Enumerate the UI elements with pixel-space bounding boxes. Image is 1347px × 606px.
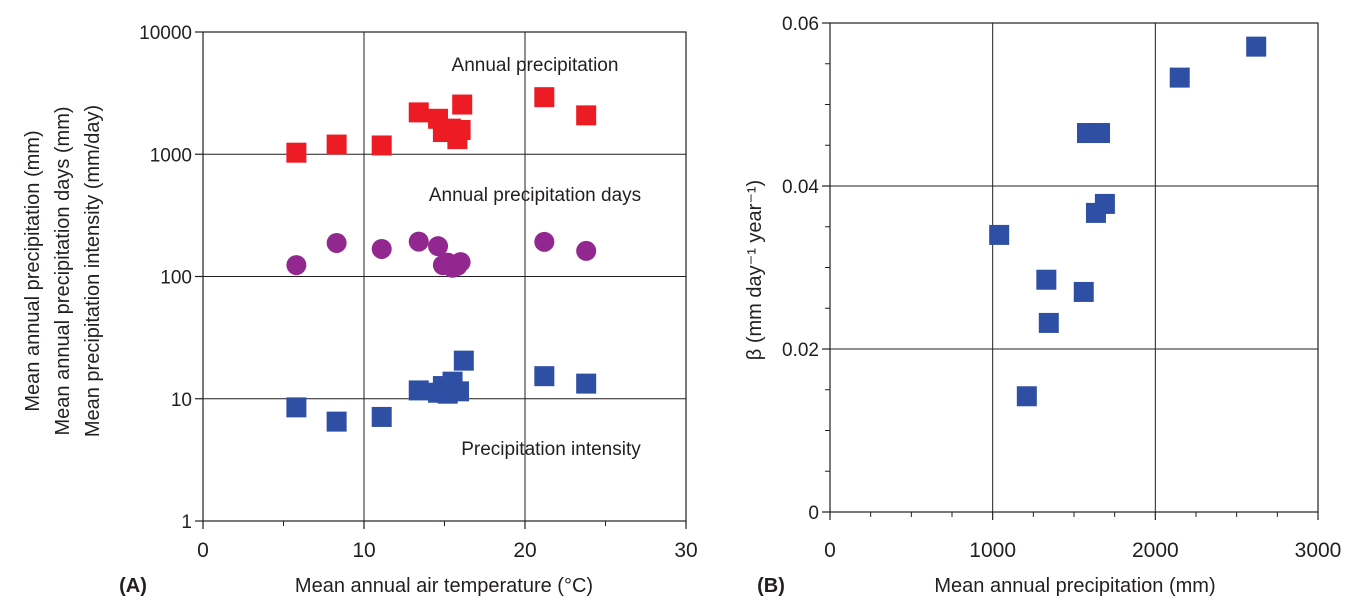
- panel-b-chart: 0 1000 2000 3000 0 0.02 0.04 0.06 β (mm day⁻¹ y…: [744, 14, 1341, 597]
- panel-a-x-tick-label: 10: [352, 539, 375, 562]
- point-annual-precipitation: [452, 94, 473, 115]
- panel-b-x-tick-label: 3000: [1295, 539, 1342, 562]
- panel-a-tag: (A): [119, 575, 147, 597]
- panel-a-x-axis-label: Mean annual air temperature (°C): [295, 575, 593, 597]
- panel-b-x-tick-label: 1000: [969, 539, 1016, 562]
- panel-a-x-tick-label: 0: [197, 539, 209, 562]
- panel-b-y-tick-label: 0.06: [782, 14, 819, 35]
- point-beta: [1094, 193, 1115, 214]
- point-annual-precipitation-days: [450, 252, 471, 273]
- point-precipitation-intensity: [286, 397, 307, 418]
- panel-b-x-tick-label: 2000: [1132, 539, 1179, 562]
- point-annual-precipitation: [371, 135, 392, 156]
- point-beta: [989, 224, 1010, 245]
- panel-b-plot-frame: [829, 22, 1319, 513]
- panel-b-tag: (B): [757, 575, 785, 597]
- panel-a-y-tick-label: 10000: [139, 23, 192, 44]
- point-annual-precipitation-days: [371, 238, 392, 259]
- point-precipitation-intensity: [371, 406, 392, 427]
- point-beta: [1073, 281, 1094, 302]
- panel-b-x-tick-label: 0: [824, 539, 836, 562]
- panel-a-x-tick-label: 20: [513, 539, 536, 562]
- panel-a-y-axis-label-1: Mean annual precipitation (mm): [22, 130, 44, 411]
- point-annual-precipitation: [326, 134, 347, 155]
- point-annual-precipitation-days: [428, 236, 449, 257]
- point-precipitation-intensity: [408, 380, 429, 401]
- panel-b-y-tick-label: 0.04: [782, 177, 819, 198]
- panel-a-data-points: [286, 87, 597, 432]
- point-precipitation-intensity: [576, 373, 597, 394]
- panel-a-chart: 0 10 20 30 1 10 100 1000 10000 Annual precipitat…: [22, 23, 698, 597]
- point-annual-precipitation-days: [326, 232, 347, 253]
- point-annual-precipitation: [286, 142, 307, 163]
- panel-a-y-tick-label: 10: [171, 390, 192, 411]
- panel-b-y-axis-label: β (mm day⁻¹ year⁻¹): [744, 180, 766, 360]
- point-precipitation-intensity: [326, 411, 347, 432]
- panel-a-y-tick-label: 1000: [150, 145, 192, 166]
- panel-b-x-axis-label: Mean annual precipitation (mm): [934, 575, 1215, 597]
- point-beta: [1038, 312, 1059, 333]
- panel-a-x-tick-label: 30: [674, 539, 697, 562]
- series-label-annual-precipitation: Annual precipitation: [452, 55, 619, 76]
- point-annual-precipitation-days: [534, 231, 555, 252]
- point-beta: [1016, 386, 1037, 407]
- point-beta: [1246, 36, 1267, 57]
- point-beta: [1036, 269, 1057, 290]
- panel-b-tick-labels: 0 1000 2000 3000 0 0.02 0.04 0.06: [782, 14, 1341, 562]
- panel-a-tick-labels: 0 10 20 30 1 10 100 1000 10000: [139, 23, 698, 562]
- point-annual-precipitation: [450, 119, 471, 140]
- point-annual-precipitation-days: [576, 240, 597, 261]
- panel-a-tick-marks: [195, 31, 687, 529]
- panel-a-y-axis-label-2: Mean annual precipitation days (mm): [52, 106, 74, 435]
- panel-b-gridlines: [830, 23, 1318, 512]
- panel-b-y-tick-label: 0.02: [782, 340, 819, 361]
- point-precipitation-intensity: [453, 350, 474, 371]
- point-annual-precipitation: [534, 87, 555, 108]
- point-annual-precipitation-days: [408, 231, 429, 252]
- panel-a-y-tick-label: 100: [160, 268, 192, 289]
- panel-a-y-tick-label: 1: [181, 512, 192, 533]
- point-annual-precipitation: [408, 102, 429, 123]
- point-precipitation-intensity: [534, 366, 555, 387]
- series-label-precipitation-intensity: Precipitation intensity: [461, 439, 641, 460]
- point-beta: [1090, 123, 1111, 144]
- point-annual-precipitation: [576, 105, 597, 126]
- panel-b-y-tick-label: 0: [808, 503, 819, 524]
- series-label-annual-precipitation-days: Annual precipitation days: [429, 185, 641, 206]
- point-precipitation-intensity: [448, 381, 469, 402]
- point-annual-precipitation-days: [286, 255, 307, 276]
- point-beta: [1169, 67, 1190, 88]
- panel-b-data-points: [989, 36, 1267, 407]
- panel-a-y-axis-label-3: Mean precipitation intensity (mm/day): [82, 105, 104, 437]
- panel-b-tick-marks: [822, 22, 1319, 520]
